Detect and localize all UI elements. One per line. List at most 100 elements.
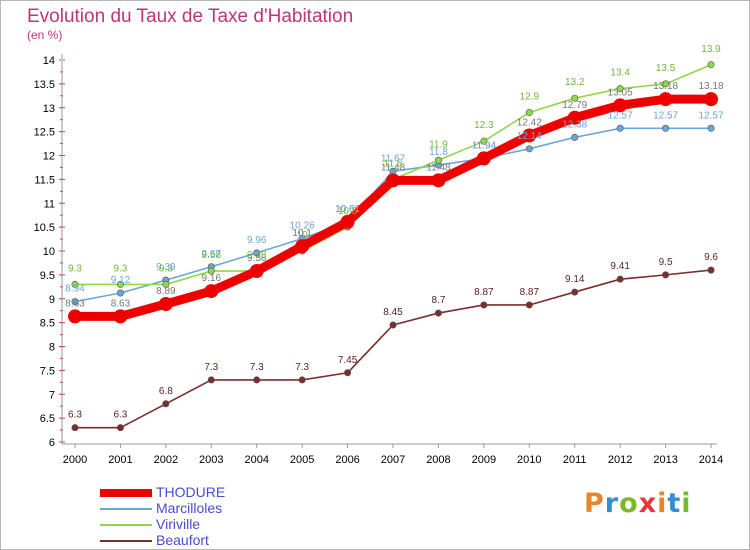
data-label-thodure: 8.89: [156, 286, 176, 297]
data-point-beaufort: [389, 321, 397, 329]
legend-label: Viriville: [156, 516, 201, 532]
data-label-marcilloles: 9.12: [111, 275, 131, 286]
x-tick-label: 2014: [699, 454, 723, 466]
data-point-viriville: [480, 137, 488, 145]
data-label-beaufort: 9.41: [610, 261, 630, 272]
data-point-thodure: [613, 98, 628, 113]
y-tick-label: 10.5: [34, 222, 55, 234]
x-tick-label: 2010: [517, 454, 541, 466]
data-label-marcilloles: 12.14: [517, 131, 542, 142]
y-tick-label: 7: [49, 389, 55, 401]
data-label-viriville: 10.5: [338, 206, 358, 217]
chart-subtitle: (en %): [27, 28, 63, 42]
brand-letter: P: [584, 488, 605, 519]
data-label-viriville: 13.9: [701, 44, 721, 55]
data-label-thodure: 9.16: [202, 273, 222, 284]
legend-item-beaufort: Beaufort: [100, 532, 320, 549]
brand-letter: r: [604, 488, 620, 519]
data-label-thodure: 8.63: [111, 298, 131, 309]
legend-label: Beaufort: [156, 532, 209, 548]
y-tick-label: 8.5: [40, 318, 55, 330]
data-label-marcilloles: 8.94: [65, 284, 85, 295]
x-tick-label: 2012: [608, 454, 632, 466]
data-point-viriville: [662, 80, 670, 88]
data-point-thodure: [340, 214, 355, 229]
data-point-thodure: [522, 128, 537, 143]
x-tick-label: 2003: [199, 454, 223, 466]
data-point-thodure: [68, 309, 82, 324]
data-point-marcilloles: [662, 124, 670, 132]
brand-letter: i: [657, 488, 668, 519]
data-label-beaufort: 7.45: [338, 355, 358, 366]
brand-letter: x: [638, 488, 658, 519]
y-tick-label: 10: [43, 246, 55, 258]
data-point-viriville: [434, 156, 442, 164]
data-label-thodure: 13.18: [699, 81, 724, 92]
y-tick-label: 14: [43, 55, 55, 67]
legend-swatch: [100, 524, 152, 526]
data-point-beaufort: [571, 288, 579, 296]
data-label-viriville: 11.9: [429, 139, 448, 150]
y-tick-label: 11: [44, 198, 55, 210]
data-point-beaufort: [434, 309, 442, 317]
data-point-viriville: [116, 280, 124, 288]
legend-swatch: [100, 489, 152, 497]
x-tick-label: 2000: [63, 454, 87, 466]
data-point-beaufort: [344, 369, 352, 377]
y-tick-label: 9.5: [40, 270, 55, 282]
data-label-marcilloles: 12.57: [653, 110, 678, 121]
data-label-thodure: 12.42: [517, 117, 542, 128]
data-label-beaufort: 8.7: [431, 295, 445, 306]
data-point-marcilloles: [71, 298, 79, 306]
y-tick-label: 13: [43, 103, 55, 115]
data-point-beaufort: [662, 271, 670, 279]
y-tick-label: 12.5: [34, 127, 55, 139]
data-label-beaufort: 7.3: [295, 362, 309, 373]
brand-logo: Proxiti: [584, 488, 692, 519]
data-label-viriville: 9.3: [68, 263, 82, 274]
data-point-viriville: [207, 267, 215, 275]
data-point-thodure: [386, 173, 401, 188]
y-tick-label: 6.5: [40, 413, 55, 425]
data-label-beaufort: 8.87: [474, 287, 494, 298]
data-label-marcilloles: 9.67: [202, 249, 222, 260]
data-point-beaufort: [162, 400, 170, 408]
data-label-viriville: 9.58: [202, 250, 222, 261]
data-label-marcilloles: 11.8: [429, 147, 448, 158]
data-point-viriville: [162, 280, 170, 288]
data-label-marcilloles: 12.57: [608, 110, 633, 121]
data-label-marcilloles: 9.39: [156, 262, 176, 273]
data-label-beaufort: 9.14: [565, 274, 585, 285]
data-label-beaufort: 6.8: [159, 386, 173, 397]
data-point-thodure: [658, 92, 673, 107]
data-label-viriville: 10: [297, 230, 309, 241]
data-label-viriville: 13.4: [610, 68, 630, 79]
data-point-beaufort: [207, 376, 215, 384]
data-label-beaufort: 6.3: [68, 410, 82, 421]
data-label-marcilloles: 11.67: [381, 153, 406, 164]
data-point-marcilloles: [707, 124, 715, 132]
y-tick-label: 8: [49, 342, 55, 354]
data-point-thodure: [249, 264, 264, 279]
data-label-marcilloles: 12.38: [562, 119, 587, 130]
data-point-beaufort: [707, 266, 715, 274]
data-label-viriville: 13.2: [565, 77, 585, 88]
data-point-thodure: [476, 151, 491, 166]
data-point-beaufort: [71, 424, 79, 432]
data-label-viriville: 13.5: [656, 63, 676, 74]
x-tick-label: 2008: [426, 454, 450, 466]
data-label-thodure: 11.48: [426, 162, 451, 173]
data-point-thodure: [204, 284, 219, 299]
y-tick-label: 13.5: [34, 79, 55, 91]
x-tick-label: 2009: [472, 454, 496, 466]
brand-letter: t: [667, 488, 682, 519]
x-tick-label: 2001: [108, 454, 132, 466]
data-label-thodure: 13.05: [608, 87, 633, 98]
x-tick-label: 2013: [653, 454, 677, 466]
data-point-marcilloles: [571, 133, 579, 141]
data-label-viriville: 9.3: [113, 263, 127, 274]
x-tick-label: 2002: [154, 454, 178, 466]
data-point-thodure: [704, 92, 719, 107]
